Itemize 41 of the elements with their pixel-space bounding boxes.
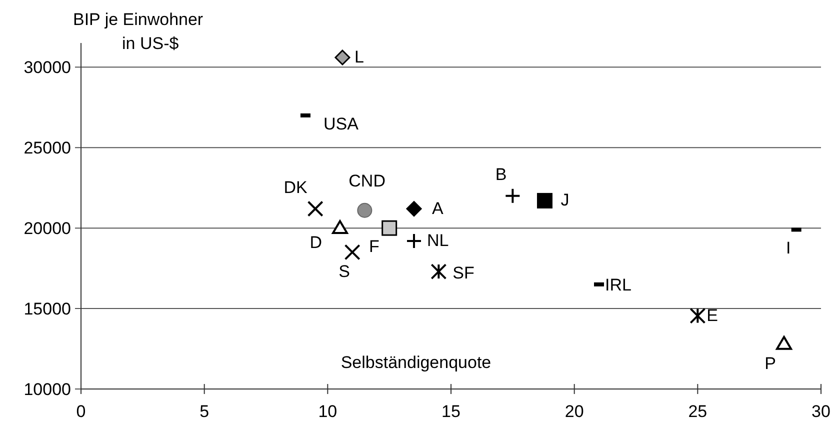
series-label: A bbox=[432, 198, 444, 218]
series-label: I bbox=[786, 238, 791, 258]
series-label: P bbox=[764, 354, 776, 373]
y-tick-label: 20000 bbox=[24, 219, 71, 238]
y-tick-label: 10000 bbox=[24, 380, 71, 399]
x-tick-label: 30 bbox=[812, 402, 830, 421]
series-label: F bbox=[368, 237, 380, 256]
x-tick-label: 20 bbox=[564, 402, 584, 421]
y-tick-label: 30000 bbox=[24, 58, 71, 78]
series-label: CND bbox=[348, 171, 386, 190]
series-label: S bbox=[338, 262, 350, 282]
series-label: USA bbox=[323, 114, 360, 134]
x-tick-label: 5 bbox=[200, 402, 210, 421]
point bbox=[357, 202, 372, 218]
series-label: SF bbox=[452, 264, 474, 283]
series-label: NL bbox=[427, 230, 449, 250]
point bbox=[307, 200, 324, 217]
series-label: B bbox=[495, 164, 507, 184]
point bbox=[536, 192, 552, 208]
x-tick-label: 0 bbox=[76, 402, 86, 421]
point bbox=[776, 336, 792, 350]
x-tick-label: 25 bbox=[688, 402, 708, 421]
point bbox=[332, 220, 348, 234]
series-label: L bbox=[354, 47, 364, 66]
y-axis-title: BIP je Einwohner in US-$ bbox=[73, 10, 204, 53]
point bbox=[334, 50, 350, 66]
point bbox=[344, 244, 360, 260]
point bbox=[430, 264, 447, 280]
x-tick-label: 10 bbox=[318, 402, 338, 421]
point bbox=[690, 308, 706, 324]
y-tick-label: 15000 bbox=[24, 299, 71, 318]
series-label: D bbox=[310, 233, 322, 252]
series-label: J bbox=[560, 190, 570, 210]
x-tick-label: 15 bbox=[442, 402, 460, 421]
series-label: DK bbox=[284, 178, 308, 197]
point bbox=[382, 220, 398, 236]
series-label: IRL bbox=[605, 275, 632, 294]
x-axis-title: Selbständigenquote bbox=[340, 353, 492, 372]
series-label: E bbox=[706, 306, 718, 325]
y-tick-label: 25000 bbox=[24, 138, 71, 158]
point bbox=[406, 201, 422, 217]
